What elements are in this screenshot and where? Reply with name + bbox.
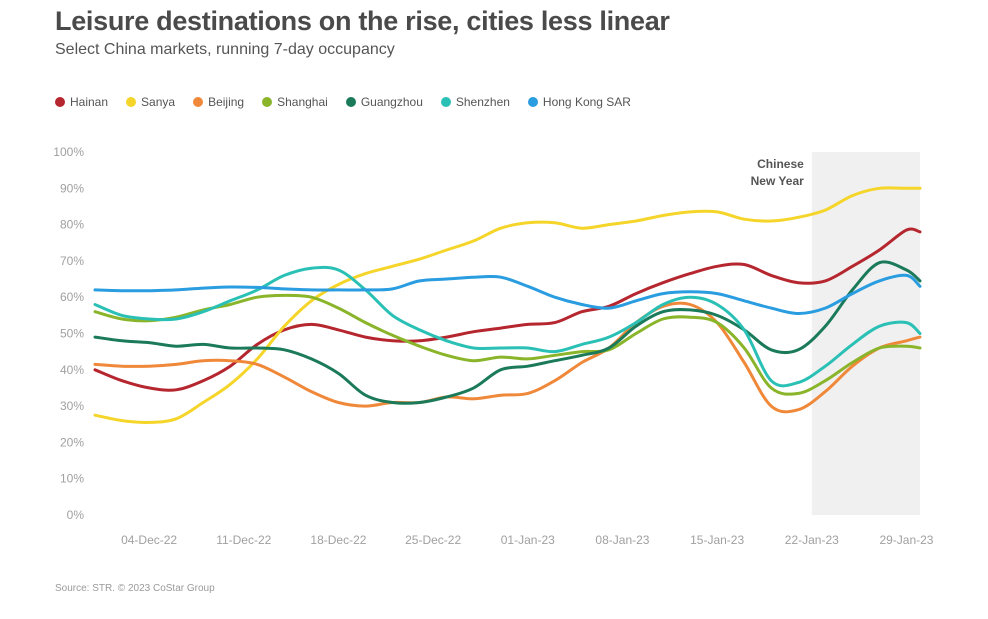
x-tick-label: 11-Dec-22 xyxy=(216,533,271,547)
legend-swatch xyxy=(345,97,356,107)
y-tick-label: 80% xyxy=(60,218,84,232)
legend-item-hainan: Hainan xyxy=(55,95,108,109)
legend-swatch xyxy=(126,97,137,107)
source-note: Source: STR. © 2023 CoStar Group xyxy=(55,583,215,594)
legend-swatch xyxy=(193,97,204,107)
legend-swatch xyxy=(262,97,273,107)
cny-label-line1: Chinese xyxy=(757,157,804,171)
chart-legend: Hainan Sanya Beijing Shanghai Guangzhou Shenz… xyxy=(55,95,631,109)
x-tick-label: 04-Dec-22 xyxy=(121,533,177,547)
legend-item-beijing: Beijing xyxy=(193,95,244,109)
legend-swatch xyxy=(55,97,65,107)
x-tick-label: 22-Jan-23 xyxy=(785,533,839,547)
series-line-sanya xyxy=(93,186,922,424)
legend-label: Beijing xyxy=(208,95,245,109)
x-tick-label: 08-Jan-23 xyxy=(595,533,649,547)
legend-label: Shanghai xyxy=(277,95,328,109)
legend-item-guangzhou: Guangzhou xyxy=(345,95,423,109)
y-tick-label: 10% xyxy=(60,472,84,486)
x-tick-label: 15-Jan-23 xyxy=(690,533,744,547)
y-tick-label: 40% xyxy=(60,363,84,377)
series-line-hainan xyxy=(93,227,922,392)
legend-item-sanya: Sanya xyxy=(126,95,175,109)
chart-subtitle: Select China markets, running 7-day occu… xyxy=(55,41,395,58)
y-tick-label: 70% xyxy=(60,254,84,268)
cny-label-line2: New Year xyxy=(751,174,804,188)
legend-label: Guangzhou xyxy=(360,95,423,109)
chart-title: Leisure destinations on the rise, cities… xyxy=(55,6,670,36)
legend-item-shanghai: Shanghai xyxy=(262,95,328,109)
y-tick-label: 50% xyxy=(60,327,84,341)
y-tick-label: 30% xyxy=(60,399,84,413)
series-line-hong-kong-sar xyxy=(93,273,922,315)
legend-item-shenzhen: Shenzhen xyxy=(440,95,510,109)
series-line-guangzhou xyxy=(93,260,922,405)
series-line-shenzhen xyxy=(93,265,922,388)
y-tick-label: 90% xyxy=(60,181,84,195)
series-line-beijing xyxy=(93,301,922,414)
y-tick-label: 60% xyxy=(60,290,84,304)
y-tick-label: 100% xyxy=(53,145,84,159)
legend-label: Hainan xyxy=(70,95,109,109)
y-tick-label: 20% xyxy=(60,435,84,449)
legend-label: Shenzhen xyxy=(455,95,510,109)
legend-label: Hong Kong SAR xyxy=(542,95,631,109)
x-tick-label: 29-Jan-23 xyxy=(879,533,933,547)
legend-item-hong-kong-sar: Hong Kong SAR xyxy=(527,95,631,109)
legend-swatch xyxy=(527,97,538,107)
y-tick-label: 0% xyxy=(67,508,85,522)
series-line-shanghai xyxy=(93,293,922,396)
x-tick-label: 01-Jan-23 xyxy=(501,533,555,547)
x-tick-label: 25-Dec-22 xyxy=(405,533,461,547)
x-tick-label: 18-Dec-22 xyxy=(310,533,366,547)
legend-swatch xyxy=(440,97,451,107)
legend-label: Sanya xyxy=(141,95,176,109)
